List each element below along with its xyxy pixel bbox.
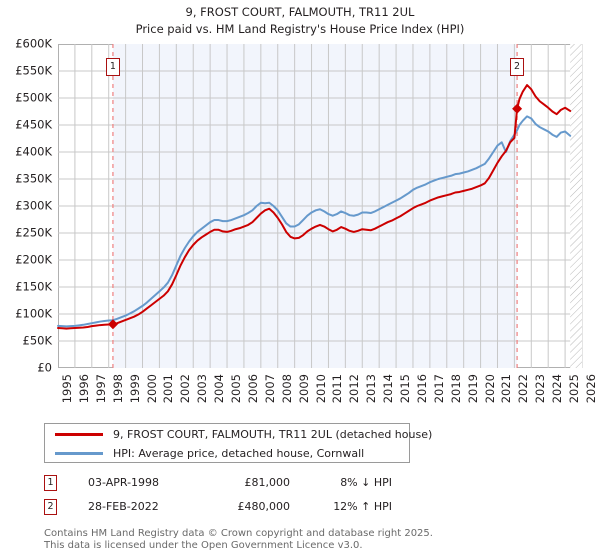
footer-line-1: Contains HM Land Registry data © Crown c… <box>44 528 433 539</box>
x-tick-label: 2019 <box>465 374 480 404</box>
y-tick-label: £100K <box>15 306 52 321</box>
txn-index-badge: 1 <box>44 475 57 491</box>
x-tick-label: 2016 <box>414 374 429 404</box>
x-tick-label: 1995 <box>60 374 74 404</box>
legend-label-hpi: HPI: Average price, detached house, Corn… <box>113 446 365 460</box>
y-tick-label: £50K <box>22 333 53 348</box>
x-tick-label: 2000 <box>144 374 159 404</box>
x-tick-label: 2005 <box>229 374 244 404</box>
y-axis-labels: £0 £50K £100K £150K £200K £250K £300K £350K £400… <box>0 38 56 373</box>
y-tick-label: £250K <box>15 225 52 240</box>
y-tick-label: £0 <box>37 360 52 375</box>
txn-hpi-delta: 8% ↓ HPI <box>340 476 392 489</box>
x-tick-label: 2002 <box>178 374 193 404</box>
chart-title: 9, FROST COURT, FALMOUTH, TR11 2UL <box>185 5 415 19</box>
x-tick-label: 2013 <box>364 374 379 404</box>
table-row: 1 03-APR-1998 £81,000 8% ↓ HPI <box>44 472 416 496</box>
x-tick-label: 2026 <box>584 374 598 404</box>
x-tick-label: 1999 <box>127 374 142 404</box>
legend-item-hpi: HPI: Average price, detached house, Corn… <box>45 443 364 463</box>
txn-price: £480,000 <box>237 500 291 513</box>
legend-swatch-property <box>55 432 103 436</box>
txn-index-badge: 2 <box>44 499 57 515</box>
x-tick-label: 1998 <box>110 374 125 404</box>
property-price-line <box>57 84 572 330</box>
x-tick-label: 2008 <box>279 374 294 404</box>
sale-point-marker <box>512 103 523 114</box>
txn-hpi-delta: 12% ↑ HPI <box>333 500 392 513</box>
x-axis-labels: 1995 1996 1997 1998 1999 2000 2001 2002 2003 2004… <box>58 372 598 416</box>
sale-point-marker <box>107 319 118 330</box>
x-tick-label: 2017 <box>431 374 446 404</box>
x-tick-label: 2004 <box>212 374 227 404</box>
x-tick-label: 2018 <box>448 374 463 404</box>
x-tick-label: 2011 <box>330 374 345 404</box>
x-tick-label: 2009 <box>296 374 311 404</box>
footer-line-2: This data is licensed under the Open Gov… <box>44 540 363 551</box>
x-tick-label: 2010 <box>313 374 328 404</box>
y-tick-label: £400K <box>15 144 52 159</box>
x-tick-label: 2015 <box>398 374 413 404</box>
legend-label-property: 9, FROST COURT, FALMOUTH, TR11 2UL (deta… <box>113 427 433 441</box>
y-tick-label: £600K <box>15 36 52 51</box>
x-tick-label: 2012 <box>347 374 362 404</box>
legend-swatch-hpi <box>55 451 103 455</box>
txn-date: 28-FEB-2022 <box>88 500 159 513</box>
txn-price: £81,000 <box>244 476 291 489</box>
footer-attribution: Contains HM Land Registry data © Crown c… <box>44 528 584 552</box>
table-row: 2 28-FEB-2022 £480,000 12% ↑ HPI <box>44 496 416 520</box>
chart-plot <box>57 44 583 368</box>
transaction-callout-2[interactable]: 2 <box>510 58 525 76</box>
x-tick-label: 1997 <box>93 374 108 404</box>
x-tick-label: 2007 <box>262 374 277 404</box>
y-tick-label: £350K <box>15 171 52 186</box>
x-tick-label: 2024 <box>550 374 565 404</box>
y-tick-label: £500K <box>15 90 52 105</box>
x-tick-label: 2023 <box>533 374 548 404</box>
transaction-table: 1 03-APR-1998 £81,000 8% ↓ HPI 2 28-FEB-… <box>44 472 416 520</box>
y-tick-label: £550K <box>15 63 52 78</box>
y-tick-label: £450K <box>15 117 52 132</box>
x-tick-label: 2020 <box>482 374 497 404</box>
x-tick-label: 2001 <box>161 374 176 404</box>
page-title: 9, FROST COURT, FALMOUTH, TR11 2UL Price… <box>0 4 600 38</box>
y-tick-label: £150K <box>15 279 52 294</box>
transaction-callout-1[interactable]: 1 <box>105 58 120 76</box>
hpi-average-line <box>57 115 572 328</box>
x-tick-label: 2003 <box>195 374 210 404</box>
chart-legend: 9, FROST COURT, FALMOUTH, TR11 2UL (deta… <box>44 423 432 463</box>
x-tick-label: 2014 <box>381 374 396 404</box>
x-tick-label: 2025 <box>567 374 582 404</box>
chart-subtitle: Price paid vs. HM Land Registry's House … <box>135 22 465 36</box>
legend-item-property: 9, FROST COURT, FALMOUTH, TR11 2UL (deta… <box>45 424 432 444</box>
x-tick-label: 2006 <box>245 374 260 404</box>
x-tick-label: 1996 <box>76 374 91 404</box>
x-tick-label: 2022 <box>516 374 531 404</box>
x-tick-label: 2021 <box>499 374 514 404</box>
no-data-region <box>570 44 582 368</box>
y-tick-label: £300K <box>15 198 52 213</box>
txn-date: 03-APR-1998 <box>88 476 160 489</box>
y-tick-label: £200K <box>15 252 52 267</box>
